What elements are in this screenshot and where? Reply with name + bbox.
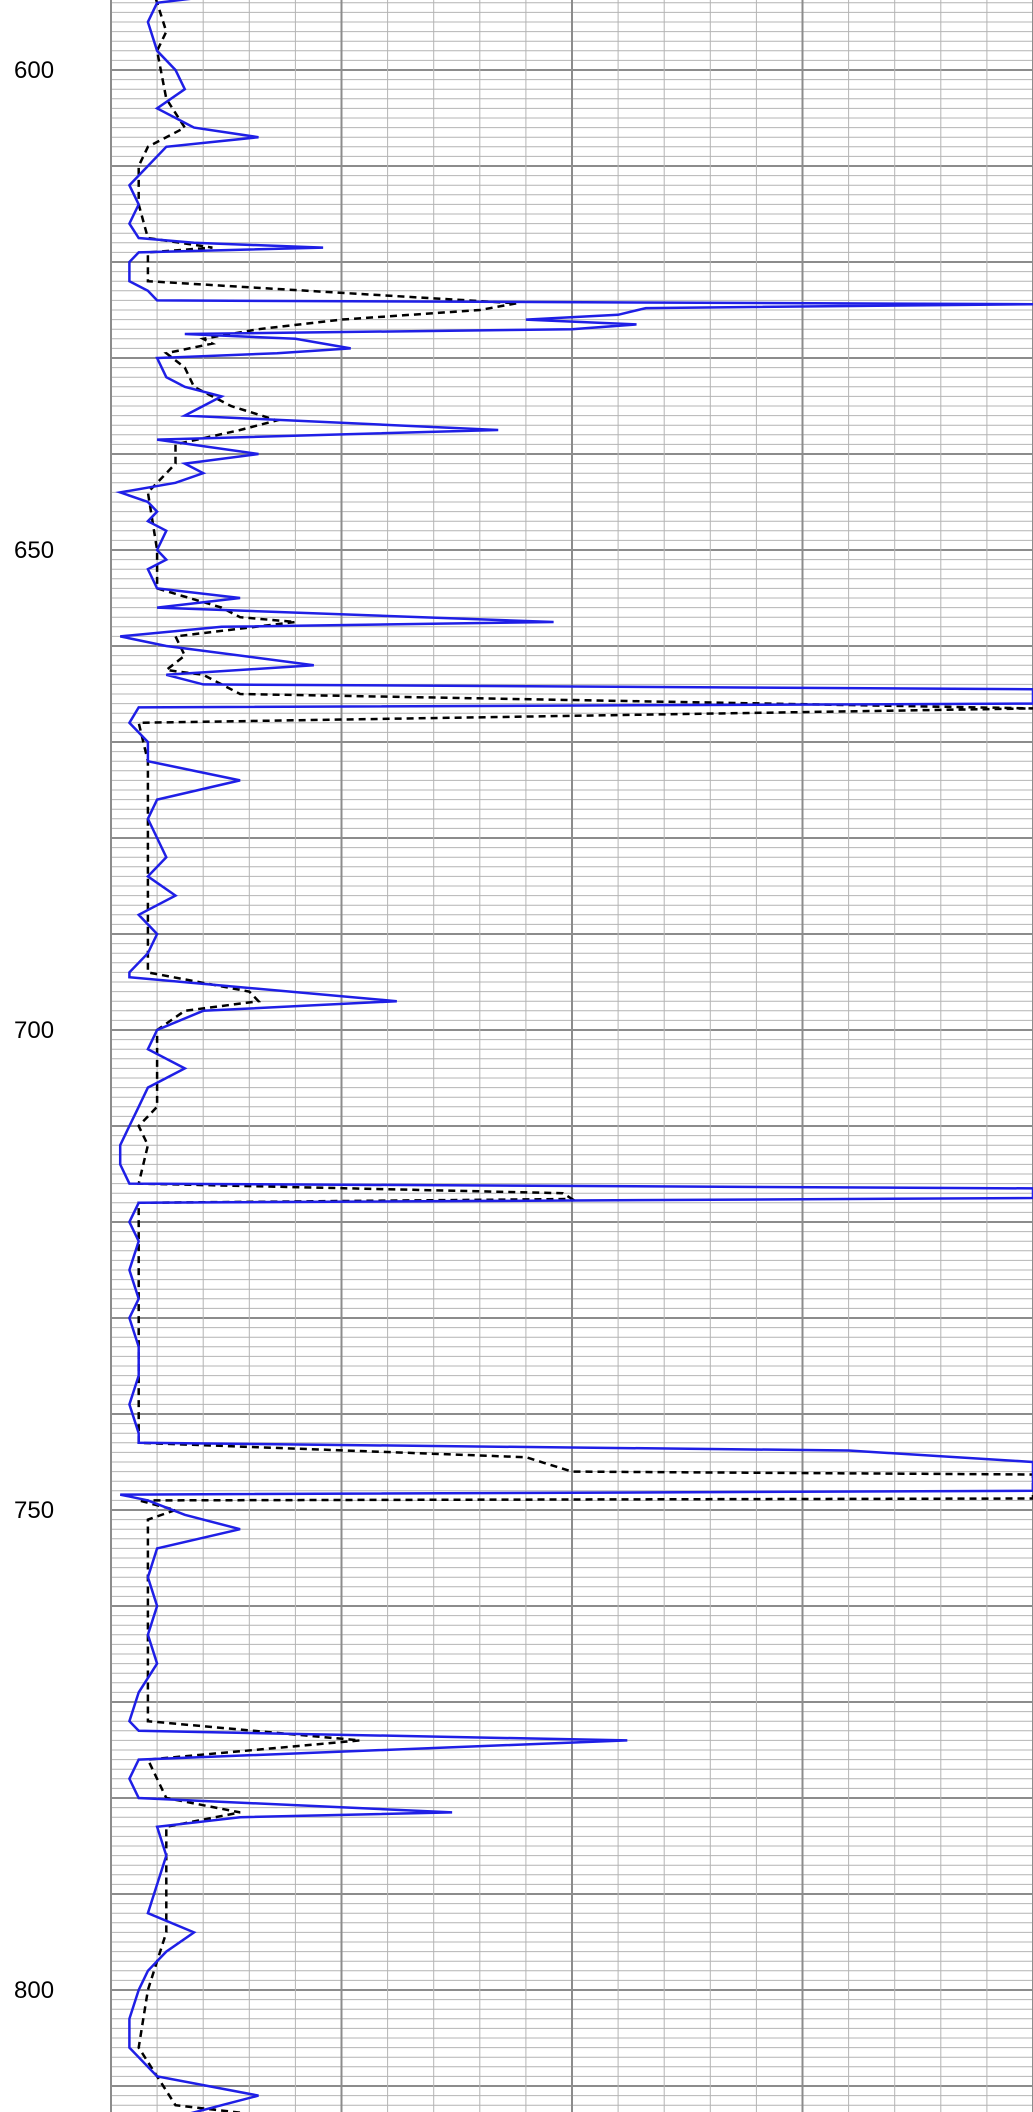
depth-label-600: 600 (14, 57, 54, 84)
depth-label-650: 650 (14, 537, 54, 564)
depth-axis-labels: 600 650 700 750 800 (14, 57, 54, 2004)
depth-label-700: 700 (14, 1017, 54, 1044)
solid-curve (115, 0, 1033, 2112)
depth-label-750: 750 (14, 1497, 54, 1524)
curve-layer (115, 0, 1033, 2112)
depth-label-800: 800 (14, 1977, 54, 2004)
